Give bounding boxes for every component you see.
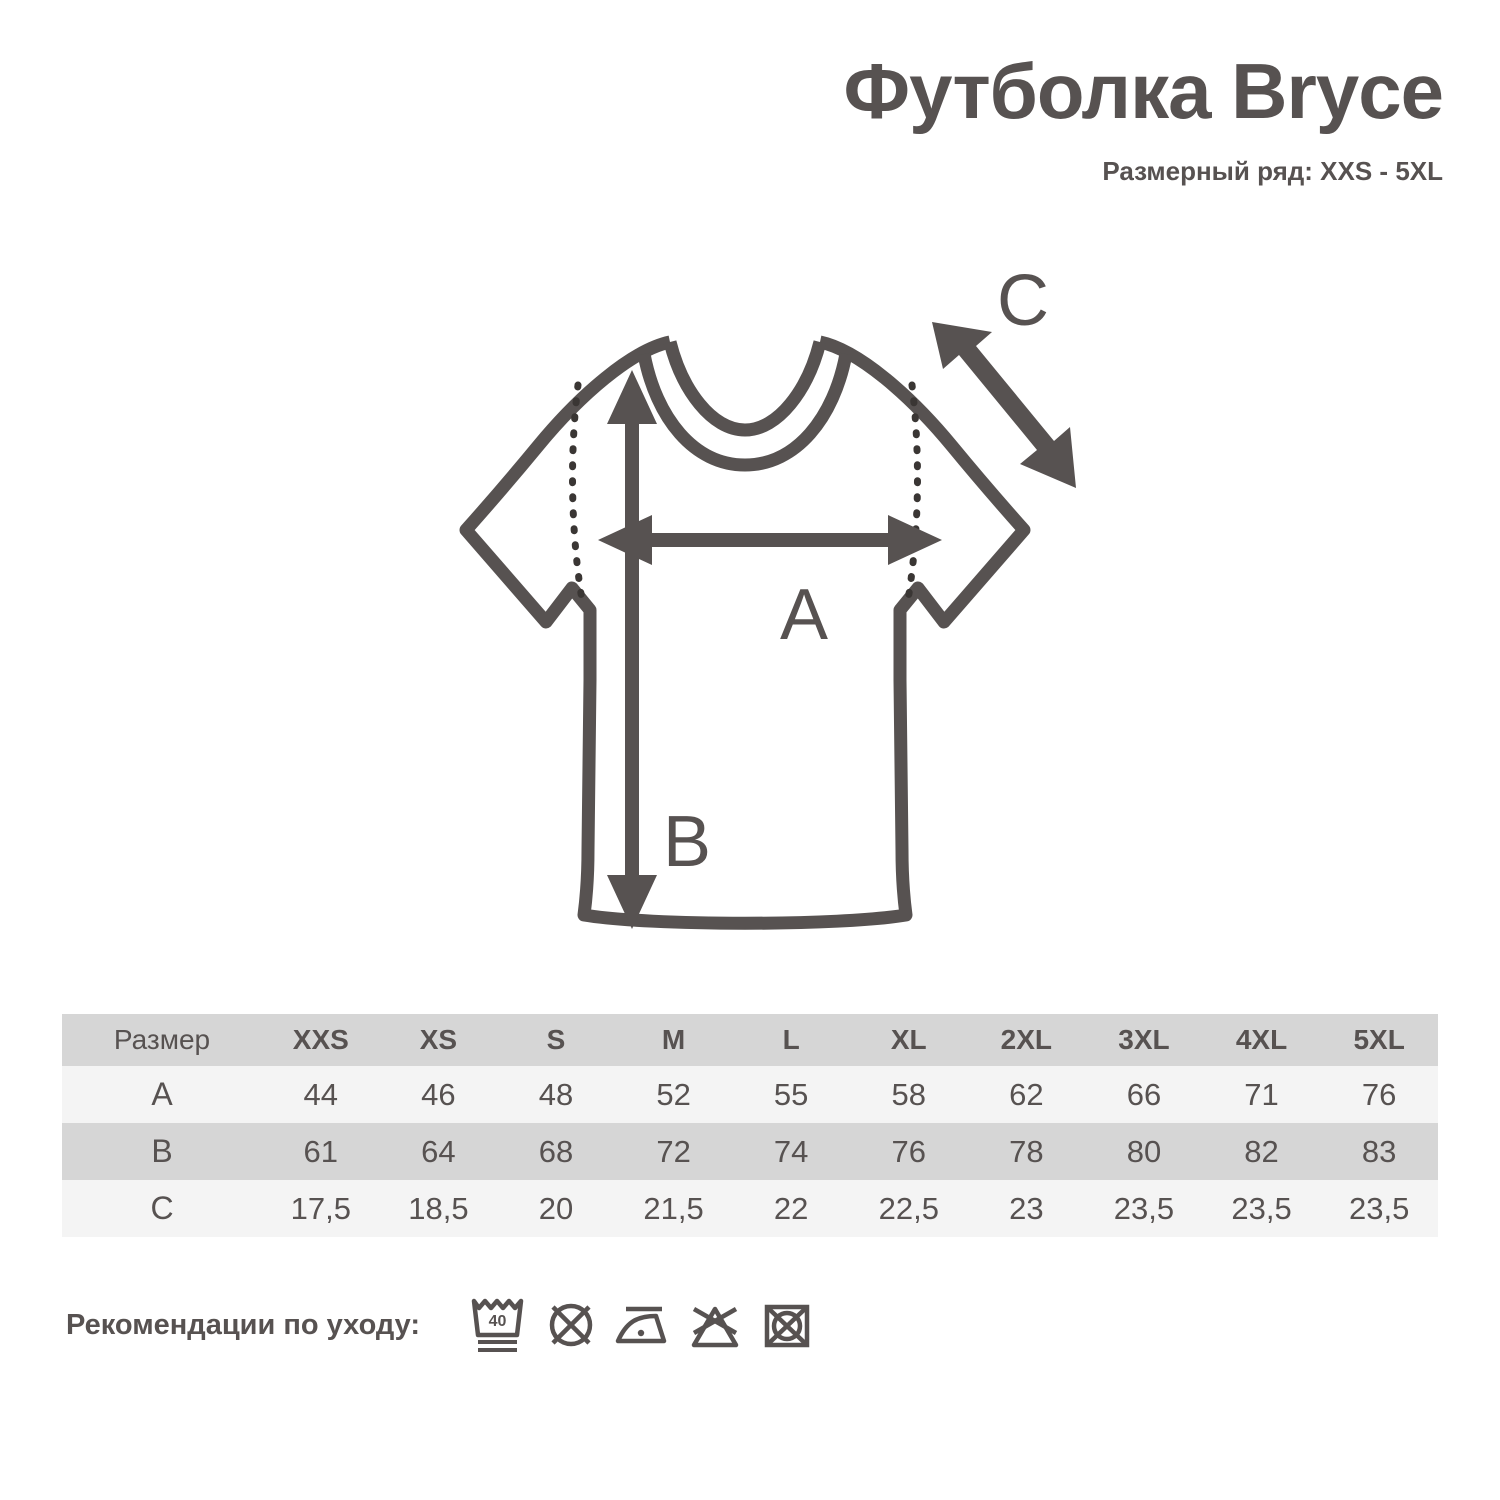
cell-c-m: 21,5 bbox=[643, 1190, 704, 1226]
do-not-bleach-circle-icon bbox=[549, 1303, 593, 1347]
cell-b-2xl: 78 bbox=[1009, 1133, 1044, 1169]
table-row: C 17,5 18,5 20 21,5 22 22,5 23 23,5 23,5… bbox=[62, 1180, 1438, 1237]
cell-a-xl: 58 bbox=[891, 1076, 926, 1112]
table-row: B 61 64 68 72 74 76 78 80 82 83 bbox=[62, 1123, 1438, 1180]
cell-b-xs: 64 bbox=[421, 1133, 456, 1169]
iron-one-dot-icon bbox=[615, 1306, 667, 1344]
do-not-tumble-dry-icon bbox=[764, 1304, 810, 1348]
cell-a-xs: 46 bbox=[421, 1076, 456, 1112]
row-label-c: C bbox=[150, 1190, 174, 1226]
wash-40-delicate-icon: 40 bbox=[471, 1298, 524, 1352]
cell-c-4xl: 23,5 bbox=[1231, 1190, 1292, 1226]
table-header-5xl: 5XL bbox=[1353, 1024, 1405, 1055]
care-icon-group: 40 bbox=[470, 1295, 816, 1355]
cell-c-xs: 18,5 bbox=[408, 1190, 469, 1226]
cell-c-5xl: 23,5 bbox=[1349, 1190, 1410, 1226]
cell-c-s: 20 bbox=[538, 1190, 574, 1226]
cell-c-xxs: 17,5 bbox=[290, 1190, 351, 1226]
care-instructions: Рекомендации по уходу: 40 bbox=[66, 1295, 816, 1355]
cell-c-xl: 22,5 bbox=[878, 1190, 939, 1226]
table-header-xl: XL bbox=[890, 1024, 927, 1055]
measure-b-arrow bbox=[607, 370, 657, 929]
care-instructions-label: Рекомендации по уходу: bbox=[66, 1308, 421, 1341]
cell-b-3xl: 80 bbox=[1126, 1133, 1162, 1169]
cell-b-5xl: 83 bbox=[1361, 1133, 1397, 1169]
cell-a-xxs: 44 bbox=[303, 1076, 339, 1112]
table-header-2xl: 2XL bbox=[1000, 1024, 1053, 1055]
wash-temperature-value: 40 bbox=[489, 1313, 507, 1330]
measure-a-arrow bbox=[598, 515, 942, 565]
do-not-bleach-triangle-icon bbox=[691, 1306, 739, 1348]
cell-b-4xl: 82 bbox=[1244, 1133, 1279, 1169]
row-label-a: A bbox=[151, 1076, 173, 1112]
table-header-row: Размер XXS XS S M L XL 2XL 3XL 4XL 5XL bbox=[62, 1014, 1438, 1066]
cell-b-l: 74 bbox=[773, 1133, 809, 1169]
table-header-4xl: 4XL bbox=[1235, 1024, 1288, 1055]
cell-b-m: 72 bbox=[656, 1133, 691, 1169]
tshirt-diagram: A B C bbox=[420, 250, 1120, 970]
row-label-b: B bbox=[151, 1133, 173, 1169]
cell-a-4xl: 71 bbox=[1244, 1076, 1279, 1112]
page-title: Футболка Bryce bbox=[843, 47, 1444, 135]
size-range-subtitle: Размерный ряд: XXS - 5XL bbox=[1102, 156, 1443, 186]
header: Футболка Bryce Размерный ряд: XXS - 5XL bbox=[843, 47, 1444, 187]
cell-a-m: 52 bbox=[656, 1076, 691, 1112]
cell-b-xl: 76 bbox=[891, 1133, 926, 1169]
table-header: Размер XXS XS S M L XL 2XL 3XL 4XL 5XL bbox=[62, 1014, 1438, 1066]
cell-a-s: 48 bbox=[538, 1076, 574, 1112]
cell-a-3xl: 66 bbox=[1126, 1076, 1162, 1112]
size-table: Размер XXS XS S M L XL 2XL 3XL 4XL 5XL A… bbox=[62, 1014, 1438, 1237]
measure-c-arrow bbox=[932, 322, 1076, 488]
table-header-s: S bbox=[546, 1024, 566, 1055]
cell-a-l: 55 bbox=[773, 1076, 809, 1112]
table-row: A 44 46 48 52 55 58 62 66 71 76 bbox=[62, 1066, 1438, 1123]
cell-c-l: 22 bbox=[773, 1190, 809, 1226]
cell-c-3xl: 23,5 bbox=[1113, 1190, 1175, 1226]
cell-a-2xl: 62 bbox=[1009, 1076, 1044, 1112]
label-a: A bbox=[780, 575, 828, 655]
table-header-l: L bbox=[782, 1024, 800, 1055]
left-sleeve-seam bbox=[569, 381, 587, 610]
table-header-xs: XS bbox=[419, 1024, 458, 1055]
cell-b-xxs: 61 bbox=[303, 1133, 339, 1169]
label-b: B bbox=[663, 802, 711, 882]
cell-b-s: 68 bbox=[538, 1133, 574, 1169]
label-c: C bbox=[997, 261, 1049, 341]
cell-c-2xl: 23 bbox=[1009, 1190, 1044, 1226]
table-body: A 44 46 48 52 55 58 62 66 71 76 B 61 64 … bbox=[62, 1066, 1438, 1237]
cell-a-5xl: 76 bbox=[1361, 1076, 1397, 1112]
table-header-3xl: 3XL bbox=[1118, 1024, 1170, 1055]
table-header-m: M bbox=[661, 1024, 686, 1055]
table-header-xxs: XXS bbox=[292, 1024, 349, 1055]
table-header-size-label: Размер bbox=[113, 1024, 211, 1055]
right-sleeve-seam bbox=[903, 381, 921, 610]
